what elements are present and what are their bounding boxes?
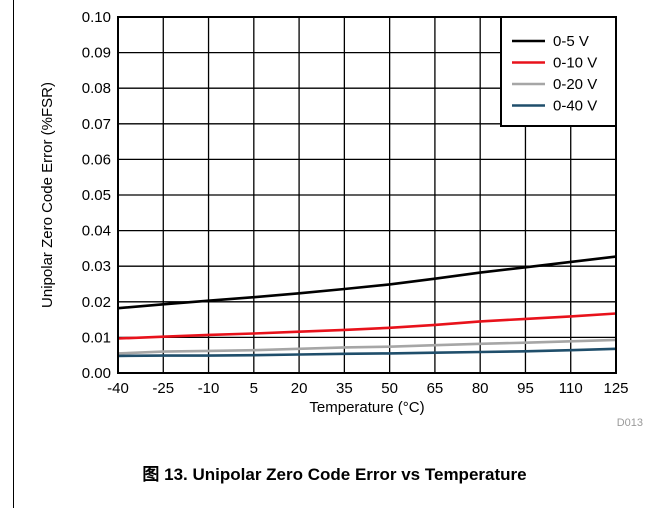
x-axis-label: Temperature (°C) [309,399,424,416]
x-tick-label: 20 [291,380,308,397]
x-tick-label: 35 [336,380,353,397]
y-tick-label: 0.02 [82,294,111,311]
legend-label: 0-20 V [553,76,597,93]
x-axis-ticks: -40 -25 -10 5 20 35 50 65 80 95 110 125 [107,380,628,397]
x-tick-label: -10 [198,380,220,397]
y-axis-label: Unipolar Zero Code Error (%FSR) [39,82,56,308]
x-tick-label: -25 [152,380,174,397]
x-tick-label: 50 [381,380,398,397]
series-layer [117,255,617,358]
y-tick-label: 0.05 [82,187,111,204]
y-tick-label: 0.08 [82,80,111,97]
x-tick-label: 125 [603,380,628,397]
x-tick-label: 95 [517,380,534,397]
y-tick-label: 0.10 [82,9,111,26]
x-tick-label: -40 [107,380,129,397]
figure-caption: 图 13. Unipolar Zero Code Error vs Temper… [142,465,527,484]
series-line-0-5v [117,255,617,310]
legend: 0-5 V 0-10 V 0-20 V 0-40 V [500,16,617,127]
series-line-0-10v [117,312,617,340]
legend-label: 0-5 V [553,33,589,50]
x-tick-label: 80 [472,380,489,397]
page-border [13,0,14,508]
series-line-0-40v [117,347,617,358]
x-tick-label: 65 [427,380,444,397]
legend-label: 0-40 V [553,98,597,115]
y-tick-label: 0.00 [82,365,111,382]
y-tick-label: 0.04 [82,223,111,240]
y-tick-label: 0.06 [82,151,111,168]
y-tick-label: 0.09 [82,45,111,62]
y-tick-label: 0.07 [82,116,111,133]
legend-box [500,16,617,127]
plot-frame [117,16,617,374]
legend-label: 0-10 V [553,55,597,72]
x-tick-label: 5 [250,380,258,397]
x-tick-label: 110 [559,380,583,397]
y-tick-label: 0.03 [82,258,111,275]
y-tick-label: 0.01 [82,329,111,346]
series-line-0-20v [117,338,617,355]
figure-id: D013 [617,417,643,429]
y-axis-ticks: 0.00 0.01 0.02 0.03 0.04 0.05 0.06 0.07 0.08 0.09… [82,9,111,382]
